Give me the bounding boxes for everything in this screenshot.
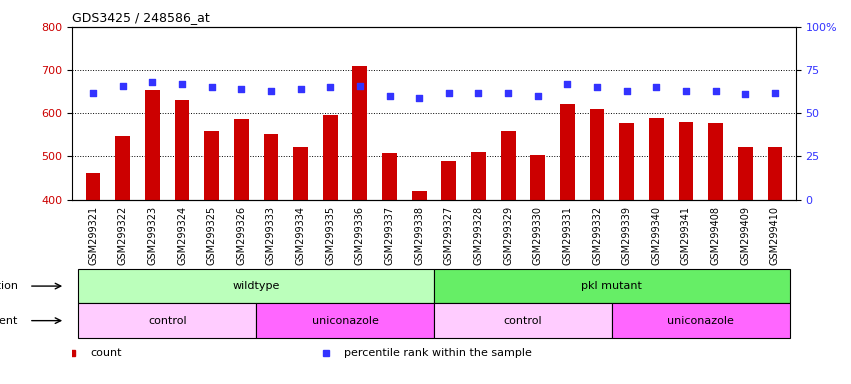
Text: control: control [504,316,542,326]
Bar [294,147,308,200]
Bar [116,136,130,200]
Point [86,89,100,96]
Point [739,91,752,97]
Bar [612,303,790,338]
Point [413,94,426,101]
Point [471,89,485,96]
Bar [256,303,434,338]
Bar [678,122,694,200]
Point [709,88,722,94]
Bar [78,269,434,303]
Bar [323,115,338,200]
Bar [442,161,456,200]
Bar [434,269,790,303]
Bar [560,104,574,200]
Bar [264,134,278,200]
Bar [204,131,219,200]
Bar [434,303,612,338]
Point [768,89,782,96]
Text: pkl mutant: pkl mutant [581,281,643,291]
Bar [234,119,248,200]
Point [442,89,455,96]
Text: control: control [148,316,186,326]
Bar [174,100,190,200]
Point [205,84,219,90]
Text: GDS3425 / 248586_at: GDS3425 / 248586_at [72,11,210,24]
Bar [471,152,486,200]
Text: percentile rank within the sample: percentile rank within the sample [344,348,532,358]
Text: uniconazole: uniconazole [311,316,379,326]
Point [383,93,397,99]
Bar [500,131,516,200]
Bar [86,173,100,200]
Point [561,81,574,87]
Bar [530,155,545,200]
Text: wildtype: wildtype [232,281,280,291]
Text: count: count [90,348,122,358]
Bar [412,191,426,200]
Point [649,84,663,90]
Point [353,83,367,89]
Point [679,88,693,94]
Bar [78,303,256,338]
Text: uniconazole: uniconazole [667,316,734,326]
Point [531,93,545,99]
Point [294,86,307,92]
Bar [708,123,723,200]
Bar [649,118,664,200]
Point [501,89,515,96]
Point [264,88,277,94]
Point [323,84,337,90]
Point [175,81,189,87]
Bar [620,123,634,200]
Bar [382,153,397,200]
Point [591,84,604,90]
Text: agent: agent [0,316,18,326]
Bar [738,147,752,200]
Point [235,86,248,92]
Bar [768,147,782,200]
Bar [590,109,604,200]
Point [116,83,129,89]
Bar [145,90,160,200]
Point [620,88,633,94]
Bar [352,66,368,200]
Point [146,79,159,85]
Text: genotype/variation: genotype/variation [0,281,18,291]
